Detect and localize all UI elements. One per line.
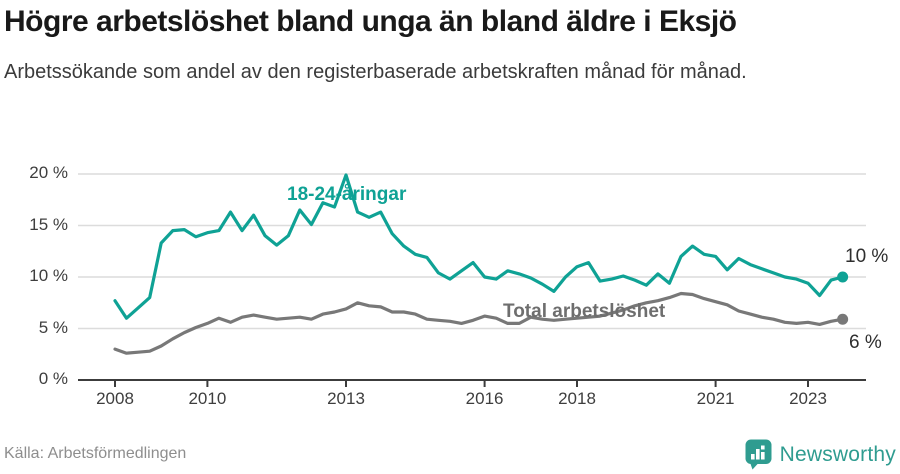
newsworthy-bars-icon [745,439,772,470]
x-axis-tick-label: 2016 [465,389,504,408]
series-line-total [113,291,845,355]
brand-logo: Newsworthy [745,439,896,470]
x-axis-tick-label: 2013 [327,389,365,408]
x-axis-tick-label: 2023 [789,389,827,408]
source-credit: Källa: Arbetsförmedlingen [4,445,187,462]
y-axis-tick-label: 5 % [38,317,68,337]
chart-subtitle: Arbetssökande som andel av den registerb… [4,61,747,83]
y-axis-tick-label: 20 % [29,163,68,182]
series-label-total: Total arbetslöshet [503,301,666,322]
series-line-youth [113,173,845,320]
y-axis-tick-label: 15 % [29,214,68,234]
x-axis-tick-label: 2010 [188,389,227,408]
series-end-dot-youth [837,271,849,283]
end-value-label-youth: 10 % [845,246,889,267]
x-axis-tick-label: 2021 [696,389,735,408]
x-axis-tick-label: 2018 [558,389,596,408]
series-label-youth: 18-24-åringar [287,184,407,205]
y-axis-tick-label: 0 % [38,369,68,388]
y-axis-tick-label: 10 % [29,266,68,285]
x-axis-tick-label: 2008 [96,389,134,408]
end-value-label-total: 6 % [849,332,882,353]
brand-name: Newsworthy [779,442,896,466]
page-title: Högre arbetslöshet bland unga än bland ä… [4,5,737,38]
series-end-dot-total [837,313,849,325]
